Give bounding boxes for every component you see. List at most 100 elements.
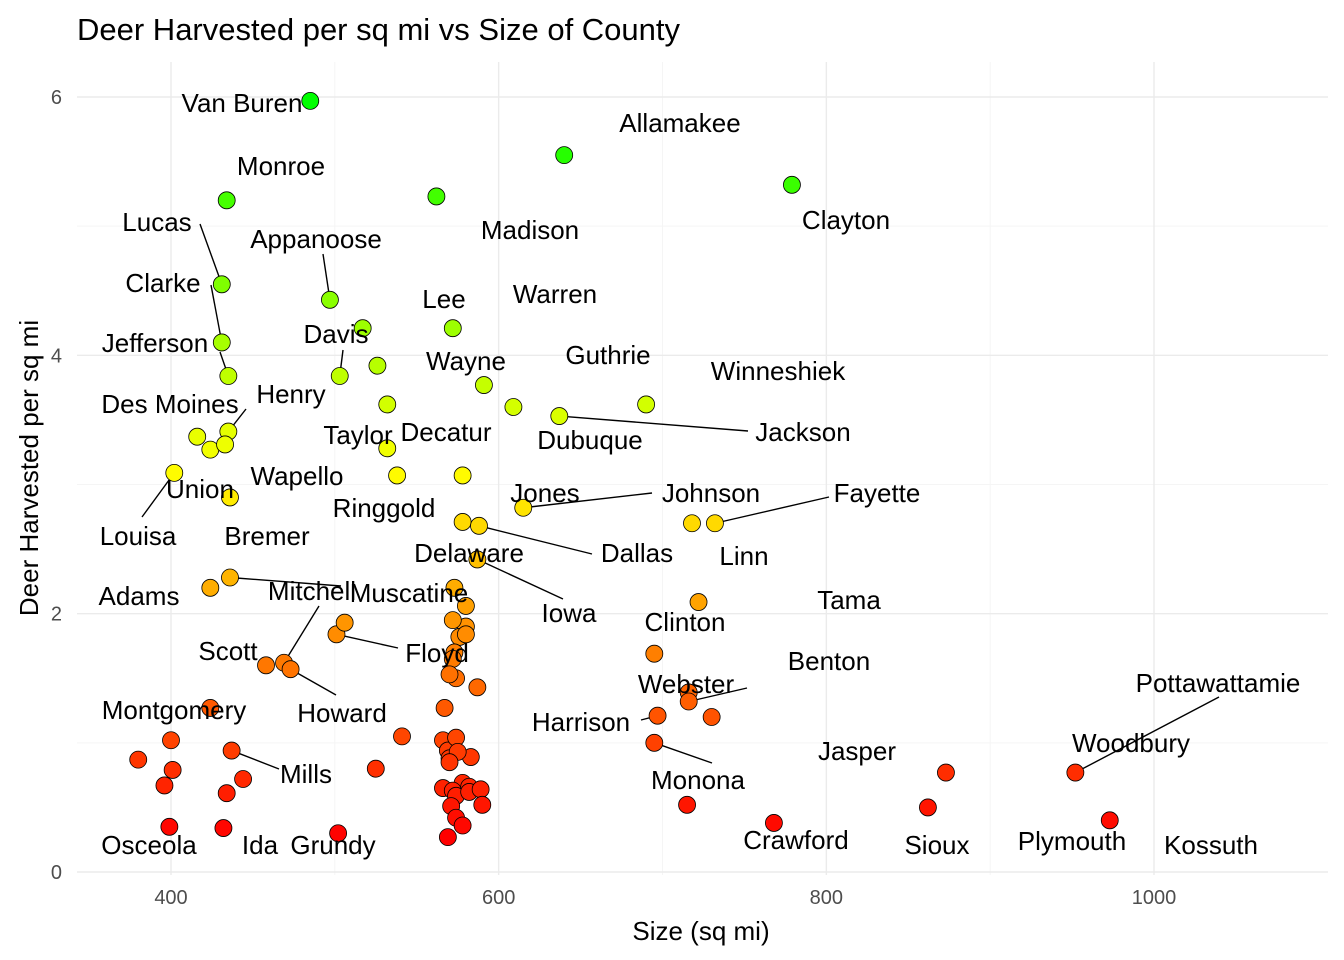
point-label: Davis — [303, 319, 368, 349]
point-dallas — [470, 516, 488, 535]
point-osceola — [160, 817, 179, 836]
point-label: Ida — [242, 830, 279, 860]
data-points — [129, 91, 1119, 847]
point-label: Clinton — [645, 607, 726, 637]
point-label: Tama — [817, 585, 881, 615]
point-lucas — [212, 275, 231, 294]
data-point — [217, 784, 236, 803]
point-guthrie — [475, 376, 493, 394]
point-label: Dubuque — [537, 425, 643, 455]
leader-line — [1075, 696, 1220, 774]
point-label: Winneshiek — [711, 356, 846, 386]
point-jackson — [550, 407, 569, 425]
data-point — [335, 613, 354, 632]
point-fayette — [706, 514, 724, 533]
point-label: Scott — [198, 636, 258, 666]
y-axis-title: Deer Harvested per sq mi — [14, 320, 44, 616]
point-label: Madison — [481, 215, 579, 245]
point-label: Benton — [788, 646, 870, 676]
point-label: Clayton — [802, 205, 890, 235]
data-point — [162, 731, 180, 750]
x-tick-label: 1000 — [1132, 887, 1177, 909]
point-louisa — [165, 463, 184, 482]
point-wayne — [368, 356, 387, 375]
data-point — [435, 699, 454, 717]
point-label: Floyd — [405, 638, 469, 668]
point-wapello — [216, 435, 234, 454]
point-label: Union — [166, 474, 234, 504]
data-point — [129, 750, 148, 769]
point-label: Wapello — [251, 461, 344, 491]
point-pottawattamie — [1066, 763, 1085, 782]
point-scott — [257, 656, 275, 675]
point-decatur — [378, 439, 397, 458]
point-harrison — [648, 706, 667, 725]
point-label: Jefferson — [102, 328, 208, 358]
point-muscatine — [221, 568, 239, 587]
point-des-moines — [188, 427, 207, 446]
data-point — [393, 727, 411, 746]
data-point — [440, 753, 459, 772]
point-label: Henry — [256, 379, 325, 409]
point-bremer — [221, 488, 239, 507]
point-kossuth — [1100, 811, 1119, 830]
point-label: Pottawattamie — [1136, 668, 1301, 698]
point-montgomery — [201, 699, 220, 717]
leader-line — [523, 492, 653, 509]
point-davis — [330, 367, 349, 385]
data-point — [366, 759, 385, 778]
data-point — [438, 828, 457, 847]
point-label: Osceola — [101, 830, 197, 860]
point-grundy — [329, 824, 348, 843]
leader-line — [336, 633, 399, 649]
point-lee — [353, 319, 372, 338]
y-tick-label: 0 — [51, 862, 62, 884]
point-label: Bremer — [224, 521, 310, 551]
leader-line — [477, 558, 564, 600]
x-axis-ticks: 400 600 800 1000 — [154, 887, 1176, 909]
point-label: Louisa — [100, 521, 177, 551]
point-woodbury — [937, 763, 955, 782]
point-labels: Van Buren Allamakee Clayton Madison Monroe Lu… — [99, 88, 1301, 860]
data-point — [163, 761, 182, 779]
point-label: Mitchell — [268, 576, 356, 606]
point-jasper — [702, 708, 721, 726]
point-dubuque — [504, 398, 523, 416]
point-howard — [281, 660, 300, 679]
data-point — [456, 625, 475, 644]
data-point — [453, 816, 472, 835]
point-johnson — [514, 498, 533, 517]
point-label: Taylor — [323, 420, 393, 450]
point-label: Lee — [422, 284, 465, 314]
y-axis-ticks: 0 2 4 6 — [51, 87, 62, 884]
data-point — [443, 611, 462, 630]
point-label: Dallas — [601, 538, 673, 568]
point-label: Harrison — [532, 707, 630, 737]
leader-line — [688, 687, 748, 703]
point-winneshiek — [637, 395, 656, 414]
point-label: Crawford — [743, 825, 848, 855]
point-clinton — [645, 644, 664, 663]
point-van-buren — [301, 91, 320, 110]
point-ringgold — [388, 466, 406, 485]
point-madison — [427, 187, 446, 206]
point-label: Muscatine — [350, 578, 469, 608]
point-label: Appanoose — [250, 224, 382, 254]
point-label: Plymouth — [1018, 826, 1126, 856]
point-jefferson — [219, 367, 238, 385]
point-warren — [443, 319, 462, 338]
point-clarke — [212, 333, 231, 352]
point-label: Monona — [651, 765, 745, 795]
point-label: Kossuth — [1164, 830, 1258, 860]
leader-line — [714, 496, 830, 524]
point-label: Jackson — [755, 417, 850, 447]
point-delaware — [453, 466, 472, 485]
leader-line — [141, 472, 175, 518]
point-label: Allamakee — [619, 108, 740, 138]
label-leader-lines — [141, 223, 1220, 774]
point-label: Webster — [638, 669, 735, 699]
data-point — [440, 665, 459, 684]
point-label: Howard — [297, 698, 387, 728]
point-adams — [201, 578, 220, 597]
